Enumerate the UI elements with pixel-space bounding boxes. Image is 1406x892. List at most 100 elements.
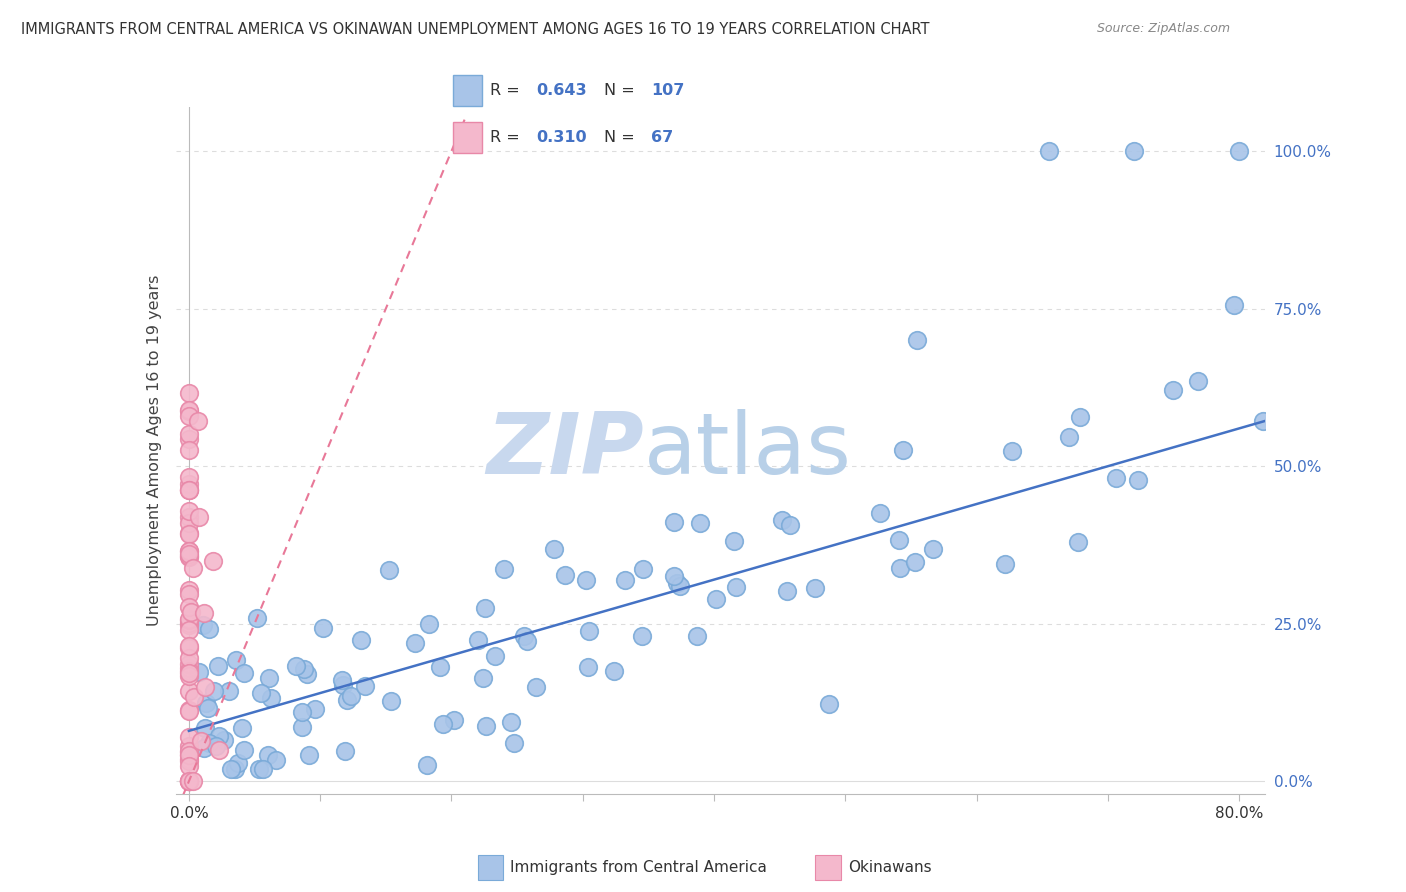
Point [204,684,226,698]
Point [177,612,200,626]
Point [1038,144,1060,158]
Point [904,555,927,569]
Point [891,443,914,458]
Point [1126,473,1149,487]
Point [188,509,211,524]
Point [181,774,204,789]
Point [332,678,354,692]
Point [1123,144,1146,158]
Point [1227,144,1250,158]
Point [1187,374,1209,388]
Point [686,629,709,643]
Point [291,706,314,720]
Text: IMMIGRANTS FROM CENTRAL AMERICA VS OKINAWAN UNEMPLOYMENT AMONG AGES 16 TO 19 YEA: IMMIGRANTS FROM CENTRAL AMERICA VS OKINA… [21,22,929,37]
Point [818,697,841,711]
Point [294,663,316,677]
Point [177,483,200,497]
Point [503,736,526,750]
Point [297,666,319,681]
Point [193,606,215,620]
Text: N =: N = [605,83,640,97]
Point [297,748,319,763]
Point [187,413,209,427]
Point [177,403,200,417]
Point [354,680,377,694]
Point [183,690,205,705]
Point [907,333,929,347]
Point [226,756,249,771]
Y-axis label: Unemployment Among Ages 16 to 19 years: Unemployment Among Ages 16 to 19 years [146,275,162,626]
Point [177,613,200,627]
Point [177,669,200,683]
Point [575,573,598,587]
Point [198,736,221,750]
Point [177,516,200,530]
Point [177,409,200,424]
Point [415,758,437,772]
Point [513,629,536,643]
Point [631,562,654,576]
Point [543,541,565,556]
Point [245,611,267,625]
Point [177,402,200,417]
Point [177,661,200,675]
Point [1223,297,1246,311]
Bar [478,855,503,880]
Point [803,582,825,596]
Point [770,513,793,527]
Point [225,653,247,667]
Point [443,713,465,727]
Point [177,623,200,637]
Point [603,665,626,679]
Point [177,386,200,401]
Point [554,567,576,582]
Point [1001,444,1024,458]
Point [662,569,685,583]
Bar [453,122,482,153]
Point [177,504,200,518]
Point [177,509,200,524]
Point [429,660,451,674]
Point [177,684,200,698]
Point [204,739,226,753]
Point [177,664,200,678]
Point [177,702,200,716]
Point [177,651,200,665]
Point [668,579,690,593]
Point [330,673,353,687]
Point [197,700,219,714]
Point [432,717,454,731]
Point [201,554,224,568]
Point [662,515,685,529]
Point [208,730,231,744]
Point [994,557,1017,571]
Point [194,722,217,736]
Point [378,563,401,577]
Text: Source: ZipAtlas.com: Source: ZipAtlas.com [1097,22,1230,36]
Point [340,690,363,704]
Point [177,550,200,565]
Point [231,721,253,735]
Point [177,641,200,656]
Text: ZIP: ZIP [486,409,644,492]
Point [177,774,200,789]
Point [177,774,200,789]
Point [207,659,229,673]
Point [177,443,200,458]
Point [724,580,747,594]
Point [177,774,200,789]
Point [177,759,200,773]
Point [177,525,200,540]
Point [516,633,538,648]
Point [198,622,221,636]
Point [418,616,440,631]
Point [177,483,200,497]
Point [578,624,600,639]
Point [252,762,274,776]
Point [177,432,200,446]
Point [179,639,201,653]
Point [190,733,212,747]
Point [177,582,200,597]
Point [177,599,200,614]
Point [177,774,200,789]
